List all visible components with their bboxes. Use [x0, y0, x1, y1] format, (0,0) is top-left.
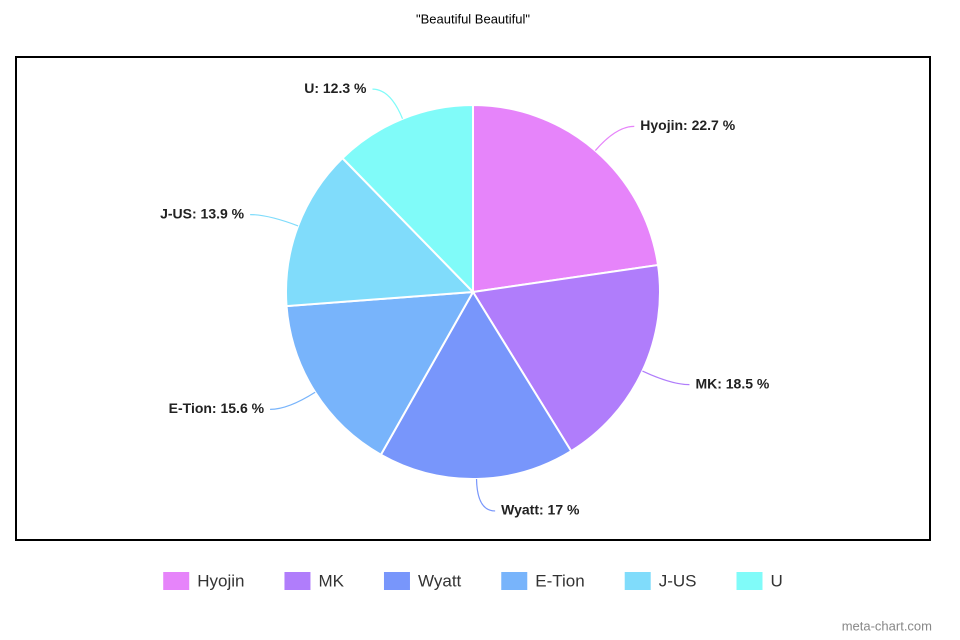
- legend: Hyojin MK Wyatt E-Tion J-US U: [163, 571, 783, 590]
- leader-line: [270, 391, 316, 410]
- legend-swatch: [284, 572, 311, 590]
- data-label: MK: 18.5 %: [695, 375, 769, 391]
- legend-label: J-US: [659, 571, 697, 590]
- leader-line: [642, 370, 690, 386]
- legend-swatch: [383, 572, 410, 590]
- leader-line: [372, 88, 404, 120]
- pie-slice: [379, 290, 573, 480]
- legend-swatch: [624, 572, 651, 590]
- pie-slice: [285, 156, 476, 308]
- legend-swatch: [736, 572, 763, 590]
- data-label: Hyojin: 22.7 %: [640, 117, 735, 133]
- data-label: U: 12.3 %: [304, 80, 367, 96]
- data-label: Wyatt: 17 %: [501, 502, 580, 518]
- legend-label: Hyojin: [197, 571, 244, 590]
- pie-slice: [472, 103, 660, 294]
- pie-slice: [285, 290, 475, 457]
- legend-label: Wyatt: [418, 571, 462, 590]
- leader-line: [475, 478, 496, 512]
- data-label: J-US: 13.9 %: [160, 205, 245, 221]
- leader-line: [250, 213, 299, 227]
- legend-label: U: [771, 571, 783, 590]
- legend-swatch: [501, 572, 528, 590]
- legend-swatch: [163, 572, 190, 590]
- pie-slice: [341, 103, 474, 295]
- legend-label: E-Tion: [535, 571, 584, 590]
- watermark: meta-chart.com: [842, 618, 932, 633]
- leader-line: [594, 125, 635, 151]
- chart-title: "Beautiful Beautiful": [416, 11, 530, 26]
- legend-label: MK: [318, 571, 344, 590]
- plot-frame: [15, 56, 931, 541]
- data-label: E-Tion: 15.6 %: [169, 400, 265, 416]
